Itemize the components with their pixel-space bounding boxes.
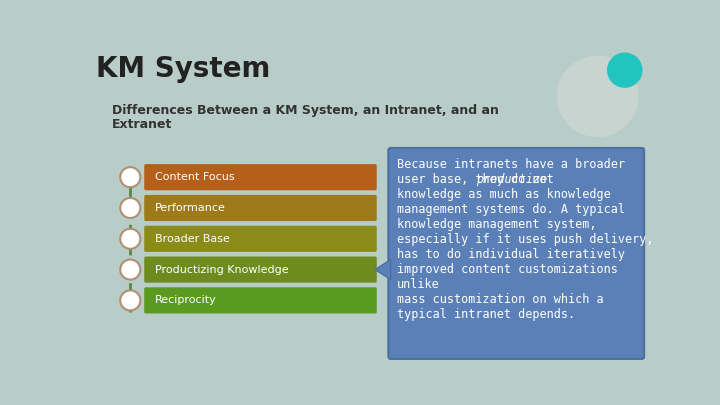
- Text: KM System: KM System: [96, 55, 271, 83]
- Circle shape: [586, 154, 598, 166]
- Text: mass customization on which a: mass customization on which a: [397, 293, 603, 306]
- FancyBboxPatch shape: [144, 287, 377, 313]
- Text: improved content customizations: improved content customizations: [397, 263, 618, 276]
- Text: unlike: unlike: [397, 278, 440, 291]
- Text: typical intranet depends.: typical intranet depends.: [397, 308, 575, 321]
- Text: especially if it uses push delivery,: especially if it uses push delivery,: [397, 233, 654, 246]
- Text: knowledge as much as knowledge: knowledge as much as knowledge: [397, 188, 611, 201]
- FancyBboxPatch shape: [388, 148, 644, 359]
- Text: Broader Base: Broader Base: [155, 234, 230, 244]
- Text: Reciprocity: Reciprocity: [155, 295, 217, 305]
- Circle shape: [608, 53, 642, 87]
- Circle shape: [120, 260, 140, 279]
- FancyBboxPatch shape: [144, 256, 377, 283]
- Text: Content Focus: Content Focus: [155, 172, 235, 182]
- Circle shape: [120, 167, 140, 187]
- Circle shape: [120, 198, 140, 218]
- Text: Extranet: Extranet: [112, 118, 172, 131]
- FancyBboxPatch shape: [144, 226, 377, 252]
- Text: knowledge management system,: knowledge management system,: [397, 218, 596, 231]
- Text: management systems do. A typical: management systems do. A typical: [397, 203, 625, 216]
- Text: Performance: Performance: [155, 203, 226, 213]
- Text: Productizing Knowledge: Productizing Knowledge: [155, 264, 289, 275]
- Text: Because intranets have a broader: Because intranets have a broader: [397, 158, 625, 171]
- Text: productize: productize: [476, 173, 547, 186]
- FancyBboxPatch shape: [144, 164, 377, 190]
- Circle shape: [557, 56, 638, 136]
- Text: Differences Between a KM System, an Intranet, and an: Differences Between a KM System, an Intr…: [112, 104, 498, 117]
- Polygon shape: [375, 260, 391, 279]
- Circle shape: [120, 290, 140, 310]
- Text: user base, they do not: user base, they do not: [397, 173, 561, 186]
- Circle shape: [120, 229, 140, 249]
- Text: has to do individual iteratively: has to do individual iteratively: [397, 248, 625, 261]
- FancyBboxPatch shape: [144, 195, 377, 221]
